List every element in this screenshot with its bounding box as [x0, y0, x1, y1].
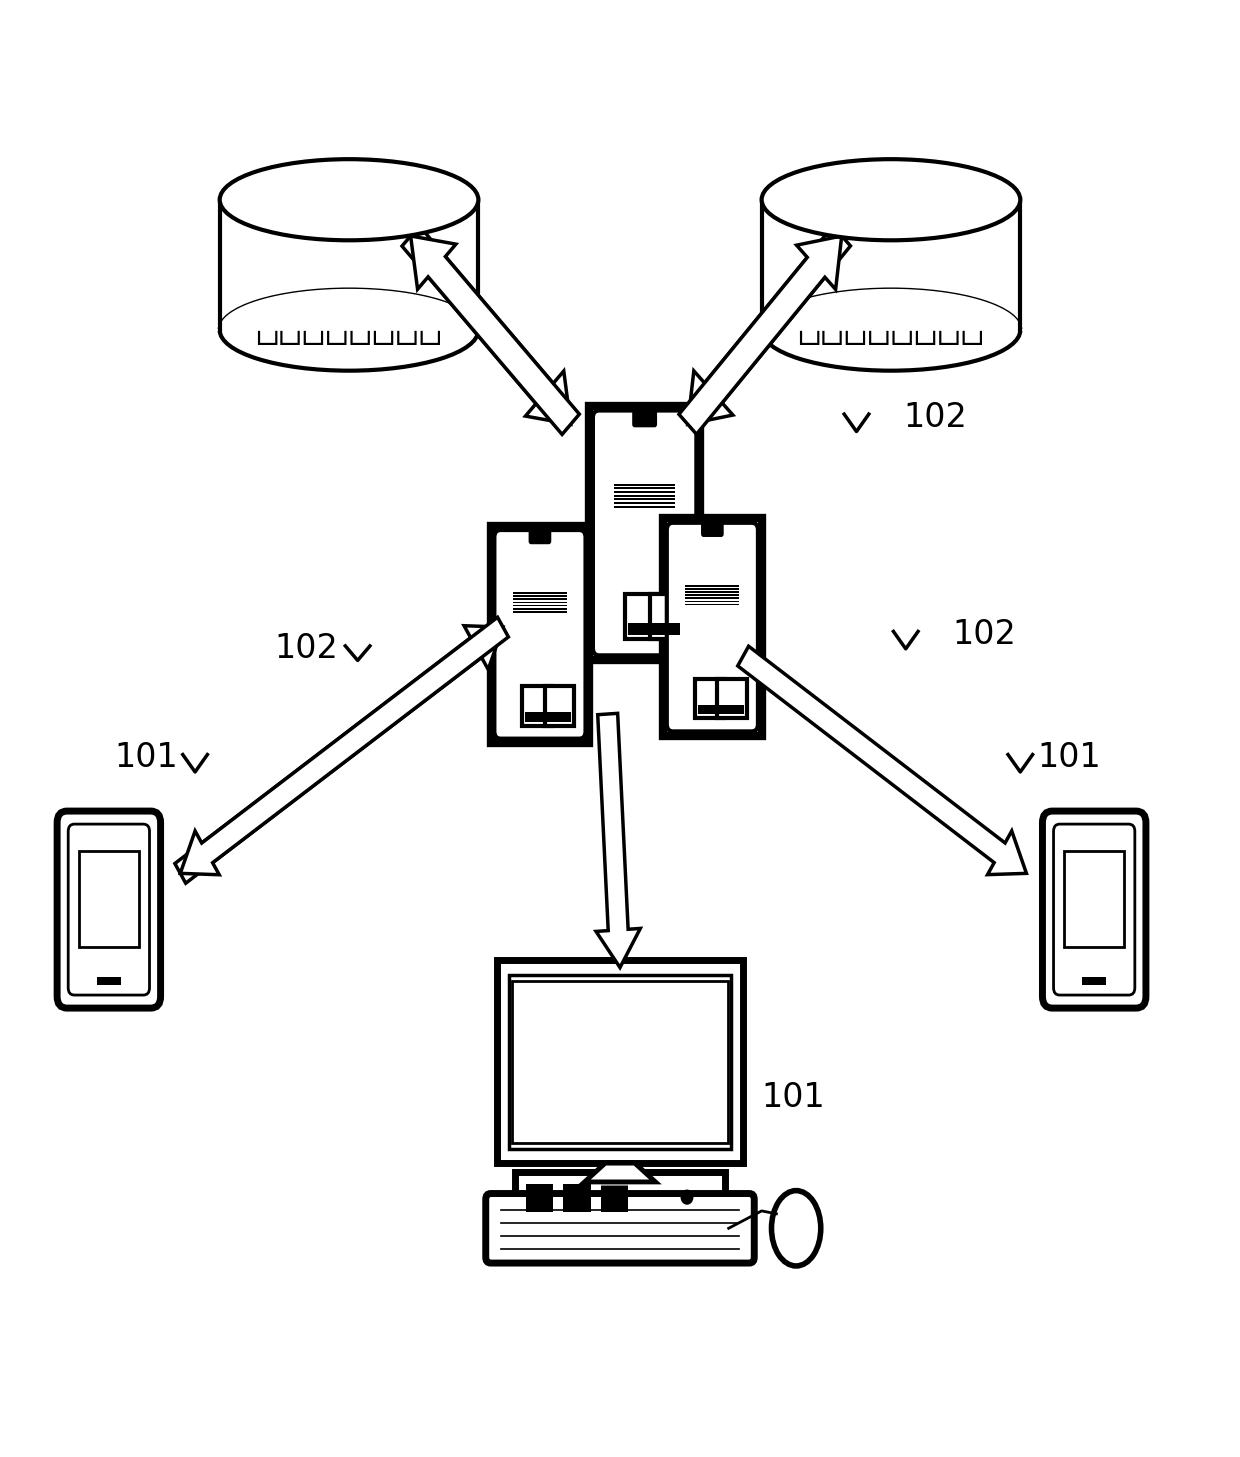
FancyBboxPatch shape: [589, 407, 701, 660]
FancyBboxPatch shape: [1083, 976, 1106, 985]
FancyBboxPatch shape: [627, 624, 655, 635]
FancyBboxPatch shape: [593, 411, 697, 656]
FancyBboxPatch shape: [650, 594, 683, 640]
FancyBboxPatch shape: [513, 605, 567, 606]
FancyBboxPatch shape: [686, 592, 739, 593]
FancyBboxPatch shape: [614, 498, 675, 500]
FancyBboxPatch shape: [495, 530, 585, 739]
FancyBboxPatch shape: [686, 597, 739, 599]
Polygon shape: [738, 647, 1027, 874]
FancyBboxPatch shape: [698, 705, 722, 714]
Circle shape: [681, 1189, 693, 1205]
FancyBboxPatch shape: [528, 526, 552, 545]
FancyBboxPatch shape: [526, 1185, 553, 1212]
Ellipse shape: [761, 290, 1021, 370]
FancyBboxPatch shape: [513, 602, 567, 603]
FancyBboxPatch shape: [57, 812, 161, 1008]
FancyBboxPatch shape: [717, 679, 746, 718]
FancyBboxPatch shape: [491, 526, 589, 743]
FancyBboxPatch shape: [513, 599, 567, 600]
FancyBboxPatch shape: [653, 624, 680, 635]
Polygon shape: [688, 226, 851, 424]
Polygon shape: [749, 290, 1033, 331]
FancyBboxPatch shape: [563, 1185, 590, 1212]
Polygon shape: [596, 714, 640, 967]
Polygon shape: [584, 1163, 656, 1182]
FancyBboxPatch shape: [548, 712, 572, 721]
FancyBboxPatch shape: [544, 686, 574, 726]
Ellipse shape: [219, 290, 479, 370]
FancyBboxPatch shape: [694, 679, 724, 718]
FancyBboxPatch shape: [701, 519, 724, 538]
FancyBboxPatch shape: [686, 586, 739, 587]
Text: 第一图像样本数据: 第一图像样本数据: [255, 309, 443, 347]
FancyBboxPatch shape: [686, 600, 739, 602]
FancyBboxPatch shape: [516, 1171, 724, 1222]
FancyBboxPatch shape: [1064, 851, 1125, 947]
Polygon shape: [175, 625, 503, 883]
Polygon shape: [207, 290, 491, 331]
Polygon shape: [410, 236, 579, 434]
FancyBboxPatch shape: [632, 407, 657, 427]
Text: 102: 102: [903, 401, 967, 434]
FancyBboxPatch shape: [614, 484, 675, 485]
FancyBboxPatch shape: [513, 610, 567, 612]
Ellipse shape: [761, 159, 1021, 240]
Text: 101: 101: [1038, 742, 1101, 774]
FancyBboxPatch shape: [78, 851, 139, 947]
FancyBboxPatch shape: [663, 519, 761, 736]
FancyBboxPatch shape: [510, 975, 730, 1148]
Polygon shape: [680, 236, 842, 434]
Polygon shape: [761, 200, 1021, 331]
FancyBboxPatch shape: [522, 686, 552, 726]
FancyBboxPatch shape: [68, 825, 150, 995]
Text: 102: 102: [952, 618, 1017, 651]
Polygon shape: [402, 226, 570, 424]
FancyBboxPatch shape: [526, 712, 549, 721]
Text: 101: 101: [114, 742, 177, 774]
FancyBboxPatch shape: [614, 495, 675, 497]
Polygon shape: [219, 200, 479, 331]
FancyBboxPatch shape: [1043, 812, 1146, 1008]
FancyBboxPatch shape: [601, 1185, 629, 1212]
FancyBboxPatch shape: [686, 603, 739, 605]
FancyBboxPatch shape: [667, 523, 758, 731]
FancyBboxPatch shape: [686, 589, 739, 590]
FancyBboxPatch shape: [625, 594, 658, 640]
Text: 102: 102: [274, 632, 337, 666]
FancyBboxPatch shape: [497, 960, 743, 1163]
FancyBboxPatch shape: [720, 705, 744, 714]
FancyBboxPatch shape: [614, 506, 675, 507]
Text: 101: 101: [761, 1081, 826, 1115]
FancyBboxPatch shape: [614, 491, 675, 492]
FancyBboxPatch shape: [614, 503, 675, 504]
FancyBboxPatch shape: [686, 594, 739, 596]
Ellipse shape: [771, 1190, 821, 1266]
Polygon shape: [180, 618, 508, 874]
FancyBboxPatch shape: [614, 488, 675, 490]
Ellipse shape: [219, 159, 479, 240]
FancyBboxPatch shape: [512, 981, 728, 1142]
FancyBboxPatch shape: [513, 593, 567, 594]
FancyBboxPatch shape: [97, 976, 120, 985]
FancyBboxPatch shape: [513, 608, 567, 609]
FancyBboxPatch shape: [1054, 825, 1135, 995]
FancyBboxPatch shape: [513, 596, 567, 597]
Text: 第二图像样本数据: 第二图像样本数据: [797, 309, 985, 347]
FancyBboxPatch shape: [486, 1193, 754, 1263]
